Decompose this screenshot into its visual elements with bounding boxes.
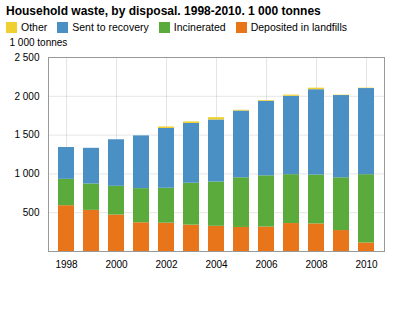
- svg-text:1998: 1998: [55, 259, 78, 270]
- svg-text:1 000 tonnes: 1 000 tonnes: [10, 37, 68, 48]
- svg-text:500: 500: [23, 207, 40, 218]
- svg-text:2 000: 2 000: [14, 91, 39, 102]
- html-text:Incinerated: Incinerated: [173, 21, 226, 33]
- html-text:Deposited in landfills: Deposited in landfills: [250, 21, 347, 33]
- svg-text:1 500: 1 500: [14, 129, 39, 140]
- svg-text:2002: 2002: [155, 259, 178, 270]
- svg-text:2010: 2010: [355, 259, 378, 270]
- svg-text:2006: 2006: [255, 259, 278, 270]
- svg-text:2008: 2008: [305, 259, 328, 270]
- svg-text:2000: 2000: [105, 259, 128, 270]
- html-text:Other: Other: [21, 21, 48, 33]
- svg-text:2 500: 2 500: [14, 52, 39, 63]
- html-text:Household waste, by disposal.: Household waste, by disposal. 1998-2010.…: [6, 4, 321, 18]
- svg-text:1 000: 1 000: [14, 168, 39, 179]
- html-text:Sent to recovery: Sent to recovery: [72, 21, 149, 33]
- svg-text:2004: 2004: [205, 259, 228, 270]
